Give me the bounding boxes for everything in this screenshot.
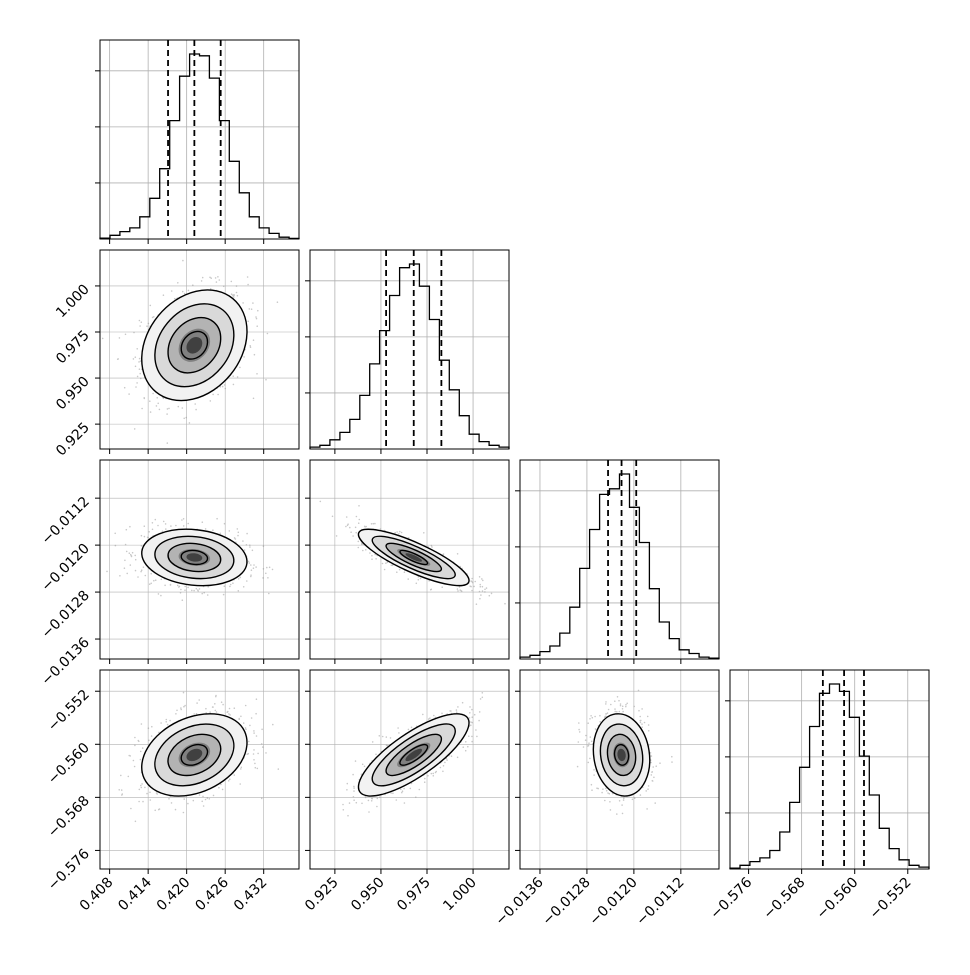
panel-frame	[99, 39, 300, 240]
x-tick-label: −0.552	[867, 875, 915, 923]
scatter-panel-3-1	[305, 669, 510, 874]
contour-line	[385, 733, 443, 777]
y-tick-label: −0.0120	[39, 541, 93, 595]
contour-line	[141, 289, 248, 402]
scatter-panel-3-2	[515, 669, 720, 874]
x-tick-label: −0.568	[761, 875, 809, 923]
histogram-step-line	[99, 53, 300, 240]
histogram-step-line	[519, 473, 720, 659]
x-tick-label: −0.576	[707, 874, 755, 922]
x-tick-label: 1.000	[440, 875, 480, 915]
density-fill	[617, 748, 626, 762]
y-tick-label: 1.000	[53, 281, 93, 321]
contour-line	[399, 743, 429, 766]
panel-frame	[519, 459, 720, 660]
panel-content	[100, 670, 299, 869]
histogram-step-line	[729, 683, 930, 869]
panel-frame	[729, 669, 930, 870]
contour-line	[180, 743, 209, 766]
histogram-panel-0	[95, 39, 300, 240]
scatter-panel-1-0	[95, 249, 300, 454]
x-tick-label: 0.925	[302, 875, 342, 915]
contour-line	[141, 528, 248, 587]
contour-line	[141, 713, 248, 797]
scatter-panel-2-0	[95, 459, 300, 664]
density-fill	[186, 748, 203, 762]
contour-line	[371, 723, 456, 787]
x-tick-label: 0.408	[77, 875, 117, 915]
contour-line	[180, 549, 209, 566]
panel-frame	[99, 459, 300, 660]
contour-line	[606, 733, 637, 777]
y-tick-label: −0.0136	[39, 634, 93, 688]
y-tick-label: −0.568	[45, 793, 93, 841]
panel-content	[100, 460, 299, 659]
histogram-step-line	[309, 263, 510, 449]
x-tick-label: 0.950	[348, 875, 388, 915]
x-tick-label: 0.420	[154, 875, 194, 915]
density-fill	[186, 336, 203, 354]
x-tick-label: −0.560	[814, 875, 862, 923]
contour-line	[385, 542, 443, 573]
scatter-panel-2-1	[305, 459, 510, 664]
contour-line	[599, 723, 644, 787]
y-tick-label: 0.950	[53, 374, 93, 414]
panel-frame	[519, 669, 720, 870]
histogram-panel-3	[725, 669, 930, 870]
panel-content	[520, 670, 719, 869]
panel-frame	[309, 459, 510, 660]
panel-content	[310, 460, 509, 659]
contour-line	[180, 330, 209, 360]
y-tick-label: −0.0128	[39, 588, 93, 642]
contour-line	[357, 528, 470, 587]
y-tick-label: −0.576	[45, 846, 93, 894]
y-tick-label: 0.925	[53, 420, 93, 460]
panel-content	[310, 670, 509, 869]
x-tick-label: −0.0120	[586, 875, 640, 929]
x-tick-label: −0.0112	[633, 875, 687, 929]
y-tick-label: −0.0112	[39, 494, 93, 548]
contour-line	[592, 713, 651, 797]
x-tick-label: 0.426	[192, 874, 232, 914]
histogram-panel-2	[515, 459, 720, 660]
x-tick-label: 0.414	[115, 874, 155, 914]
panel-frame	[99, 249, 300, 450]
contour-line	[357, 713, 470, 797]
panel-frame	[309, 669, 510, 870]
x-tick-label: −0.0136	[493, 874, 547, 928]
contour-line	[167, 733, 222, 777]
contour-line	[371, 535, 456, 580]
density-fill	[405, 748, 423, 762]
histogram-panel-1	[305, 249, 510, 450]
contour-line	[154, 535, 235, 580]
y-tick-label: −0.560	[45, 740, 93, 788]
contour-line	[154, 303, 235, 388]
density-fill	[186, 553, 203, 562]
scatter-panel-3-0	[95, 669, 300, 874]
contour-line	[167, 542, 222, 573]
x-tick-label: 0.432	[231, 875, 271, 915]
density-fill	[405, 553, 423, 562]
panel-frame	[99, 669, 300, 870]
contour-line	[167, 316, 222, 374]
y-tick-label: 0.975	[53, 328, 93, 368]
contour-line	[613, 743, 630, 766]
contour-line	[399, 549, 429, 566]
contour-line	[154, 723, 235, 787]
y-tick-label: −0.552	[45, 687, 93, 735]
panel-content	[100, 250, 299, 449]
x-tick-label: −0.0128	[540, 875, 594, 929]
panel-frame	[309, 249, 510, 450]
x-tick-label: 0.975	[394, 875, 434, 915]
